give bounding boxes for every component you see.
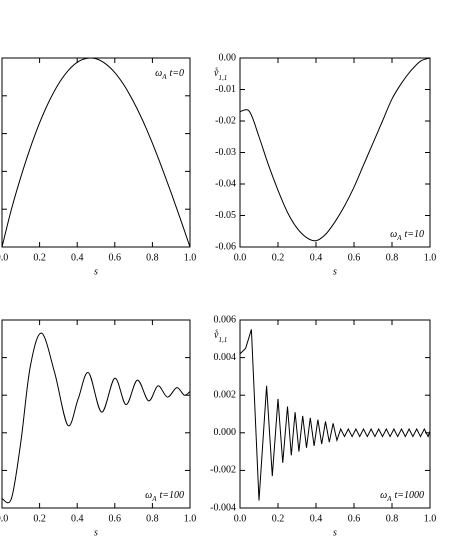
x-tick-label: 0.4 xyxy=(310,252,323,263)
y-axis-label-sub: 1,1 xyxy=(218,74,227,82)
x-tick-label: 1.0 xyxy=(424,513,437,524)
annotation-sub: A xyxy=(161,73,167,81)
panel: 0.0 0.2 0.4 0.6 0.8 1.0 0.006 0.004 0.002 0.000 -0… xyxy=(210,314,436,538)
y-axis-label: v1,1s xyxy=(214,327,227,344)
plot-frame xyxy=(239,319,431,509)
plot-frame xyxy=(1,319,191,509)
annotation: ωA t=100 xyxy=(145,490,184,502)
annotation-text: t=1000 xyxy=(394,490,424,501)
annotation-text: t=0 xyxy=(169,68,184,79)
plot-frame xyxy=(239,57,431,248)
y-tick-label: -0.03 xyxy=(215,147,236,158)
y-tick-label: -0.004 xyxy=(210,502,236,513)
x-tick-label: 0.6 xyxy=(348,513,361,524)
annotation: ωA t=10 xyxy=(390,229,424,241)
x-axis-label: s xyxy=(333,266,337,277)
y-tick-label: 0.002 xyxy=(214,389,237,400)
x-tick-label: 0.2 xyxy=(33,252,46,263)
y-tick-label: 0.000 xyxy=(214,427,237,438)
x-tick-label: 0.4 xyxy=(310,513,323,524)
x-tick-label: 0.4 xyxy=(71,513,84,524)
panel: 0.00.20.40.60.81.000.20.40.60.81sωAt=0 xyxy=(0,57,197,277)
x-tick-label: 0.2 xyxy=(33,513,46,524)
x-tick-label: 0.0 xyxy=(0,252,8,263)
x-axis-label: s xyxy=(333,527,337,538)
y-axis-label-main: v xyxy=(214,330,219,341)
x-tick-label: 0.0 xyxy=(234,513,247,524)
y-tick-label: -0.06 xyxy=(215,241,236,252)
annotation-sub: A xyxy=(396,234,402,242)
x-tick-label: 0.2 xyxy=(272,513,285,524)
x-tick-label: 0.2 xyxy=(272,252,285,263)
annotation-symbol: ω xyxy=(390,229,397,240)
y-tick-label: 0.006 xyxy=(214,314,237,325)
annotation-sub: A xyxy=(386,495,392,503)
x-tick-label: 0.8 xyxy=(146,513,159,524)
x-axis-label: s xyxy=(94,527,98,538)
annotation-text: t=10 xyxy=(404,229,424,240)
x-tick-label: 0.0 xyxy=(0,513,8,524)
y-tick-label: -0.02 xyxy=(215,115,236,126)
plot-frame xyxy=(1,57,191,248)
annotation-symbol: ω xyxy=(145,490,152,501)
x-tick-label: 0.6 xyxy=(109,513,122,524)
y-axis-label: v1,1s xyxy=(214,65,227,82)
y-tick-label: -0.01 xyxy=(215,84,236,95)
y-tick-label: 0.00 xyxy=(219,52,237,63)
data-line xyxy=(239,329,431,501)
data-line xyxy=(1,332,191,504)
x-tick-label: 1.0 xyxy=(424,252,437,263)
panel: 0.0 0.2 0.4 0.6 0.8 1.0 0.00 -0.01 -0.02 -0.03 -0.… xyxy=(214,52,436,277)
x-tick-label: 0.6 xyxy=(348,252,361,263)
data-line xyxy=(239,57,431,242)
x-tick-label: 0.8 xyxy=(146,252,159,263)
x-tick-label: 1.0 xyxy=(184,513,197,524)
x-axis-label: s xyxy=(94,266,98,277)
data-line xyxy=(1,57,191,248)
x-tick-label: 0.8 xyxy=(386,513,399,524)
annotation-symbol: ω xyxy=(380,490,387,501)
y-tick-label: -0.04 xyxy=(215,178,236,189)
annotation: ωA t=0 xyxy=(155,68,184,80)
y-tick-label: -0.05 xyxy=(215,210,236,221)
x-tick-label: 0.6 xyxy=(109,252,122,263)
y-axis-label-main: v xyxy=(214,68,219,79)
x-tick-label: 1.0 xyxy=(184,252,197,263)
y-axis-label-sub: 1,1 xyxy=(218,336,227,344)
annotation-sub: A xyxy=(151,495,157,503)
x-tick-label: 0.8 xyxy=(386,252,399,263)
panel: 0.00.20.40.60.81.000.20.40.60.81sωAt=100 xyxy=(0,319,197,538)
y-axis-label-sup: s xyxy=(215,65,218,73)
y-tick-label: -0.002 xyxy=(210,465,236,476)
x-tick-label: 0.0 xyxy=(234,252,247,263)
annotation-symbol: ω xyxy=(155,68,162,79)
x-tick-label: 0.4 xyxy=(71,252,84,263)
y-tick-label: 0.004 xyxy=(214,352,237,363)
y-axis-label-sup: s xyxy=(215,327,218,335)
annotation: ωA t=1000 xyxy=(380,490,424,502)
annotation-text: t=100 xyxy=(159,490,184,501)
